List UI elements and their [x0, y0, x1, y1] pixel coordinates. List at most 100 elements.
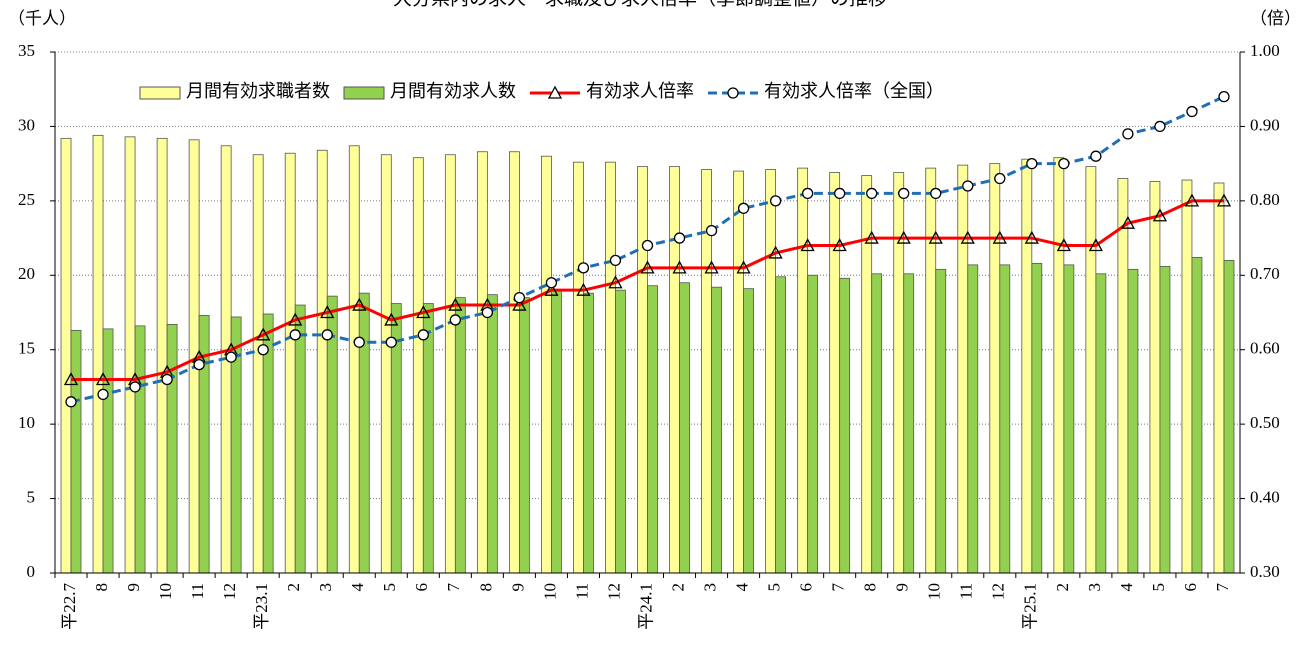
marker — [576, 282, 591, 296]
bar — [765, 169, 777, 574]
bar — [903, 273, 915, 574]
bar — [348, 145, 360, 574]
marker — [384, 312, 399, 326]
x-tick-label: 2 — [1053, 583, 1072, 592]
marker — [481, 306, 494, 319]
legend-label: 月間有効求人数 — [390, 81, 516, 101]
bar — [1031, 262, 1043, 574]
marker — [704, 260, 719, 274]
legend-label: 有効求人倍率（全国） — [764, 81, 944, 101]
marker — [609, 254, 622, 267]
bar — [70, 329, 82, 574]
y-axis-unit: （千人） — [8, 9, 76, 28]
x-tick-label: 6 — [797, 583, 816, 592]
x-tick-label: 10 — [540, 583, 559, 600]
bar — [935, 268, 947, 574]
marker — [641, 239, 654, 252]
y2-tick-label: 0.70 — [1250, 264, 1280, 283]
bar — [486, 294, 498, 574]
bar — [1191, 257, 1203, 574]
marker — [1026, 157, 1038, 170]
x-tick-label: 平22.7 — [60, 583, 79, 630]
marker — [256, 327, 271, 341]
x-tick-label: 7 — [829, 583, 848, 592]
x-tick-label: 12 — [989, 583, 1008, 600]
x-tick-label: 9 — [893, 583, 912, 592]
marker — [898, 187, 910, 200]
bar — [743, 288, 754, 574]
bar — [518, 297, 530, 574]
bar — [92, 134, 104, 574]
marker — [1154, 120, 1166, 133]
x-tick-label: 3 — [316, 583, 335, 592]
marker — [225, 351, 237, 363]
marker — [1186, 105, 1198, 118]
x-tick-label: 8 — [92, 583, 111, 592]
marker — [608, 275, 623, 289]
bar — [893, 172, 905, 574]
x-tick-label: 平24.1 — [636, 583, 655, 630]
marker — [95, 372, 111, 386]
y2-tick-label: 0.30 — [1250, 562, 1280, 581]
marker — [97, 388, 109, 401]
y2-tick-label: 1.00 — [1250, 41, 1280, 60]
bar — [1159, 265, 1171, 574]
bar — [647, 285, 658, 574]
bar — [508, 151, 520, 574]
marker — [417, 329, 429, 341]
marker — [544, 282, 559, 296]
x-tick-label: 7 — [1213, 583, 1232, 592]
bar — [1095, 273, 1107, 574]
bar — [733, 170, 744, 574]
marker — [1090, 150, 1102, 162]
bar — [124, 136, 136, 574]
marker — [321, 329, 333, 341]
marker — [800, 238, 815, 252]
bar — [573, 161, 584, 574]
legend-swatch — [343, 86, 385, 100]
marker — [513, 291, 526, 304]
marker — [864, 230, 879, 244]
bar — [358, 292, 370, 574]
marker — [448, 297, 463, 311]
bar — [1223, 259, 1235, 574]
bar — [1063, 264, 1075, 574]
x-tick-label: 12 — [604, 583, 623, 600]
y-tick-label: 25 — [18, 190, 35, 209]
x-tick-label: 平25.1 — [1021, 583, 1040, 630]
marker — [289, 329, 301, 341]
legend: 月間有効求職者数 月間有効求人数 有効求人倍率 有効求人倍率（全国） — [128, 78, 958, 108]
bar — [797, 167, 809, 574]
marker — [866, 187, 878, 200]
x-tick-label: 4 — [348, 583, 367, 592]
bar — [807, 274, 819, 574]
x-tick-label: 12 — [220, 583, 239, 600]
bar — [615, 289, 626, 574]
x-tick-label: 4 — [1117, 583, 1136, 592]
x-tick-label: 8 — [476, 583, 495, 592]
bar — [999, 264, 1011, 574]
x-tick-label: 2 — [668, 583, 687, 592]
marker — [962, 180, 974, 192]
marker — [930, 187, 942, 200]
marker — [288, 312, 303, 326]
marker — [577, 262, 590, 274]
y2-tick-label: 0.60 — [1250, 339, 1280, 358]
marker — [992, 230, 1007, 244]
x-tick-label: 5 — [380, 583, 399, 592]
bar — [1213, 182, 1225, 574]
bar — [1053, 157, 1065, 574]
marker — [65, 396, 77, 408]
bar — [541, 155, 552, 574]
bar — [102, 328, 114, 574]
marker — [960, 230, 975, 244]
marker — [129, 381, 141, 393]
marker — [1024, 230, 1039, 244]
x-tick-label: 11 — [188, 583, 207, 599]
bar — [134, 325, 146, 574]
marker — [640, 260, 655, 274]
bar — [679, 282, 690, 574]
y2-axis-unit: （倍） — [1250, 9, 1301, 28]
bar — [967, 264, 979, 574]
